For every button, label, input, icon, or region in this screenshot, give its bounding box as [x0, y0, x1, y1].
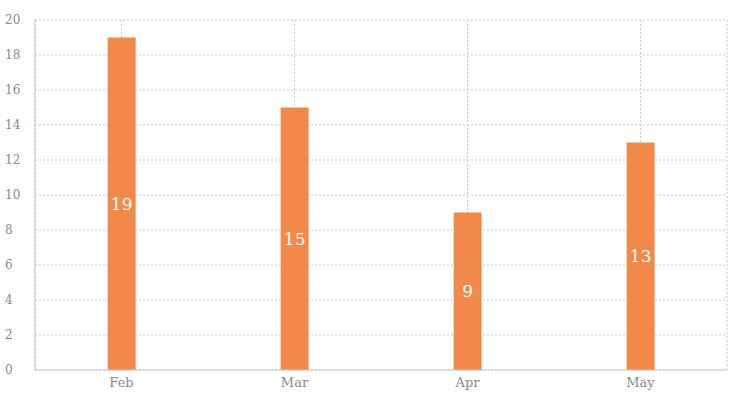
svg-text:10: 10 [8, 188, 20, 202]
svg-text:13: 13 [630, 246, 652, 266]
svg-text:May: May [626, 375, 655, 390]
svg-text:Mar: Mar [281, 375, 309, 390]
svg-text:16: 16 [8, 83, 20, 97]
svg-text:Apr: Apr [455, 375, 481, 390]
svg-text:0: 0 [8, 363, 13, 377]
svg-text:2: 2 [8, 328, 13, 342]
svg-text:15: 15 [284, 229, 306, 249]
svg-text:20: 20 [8, 13, 20, 27]
svg-text:4: 4 [8, 293, 13, 307]
svg-text:14: 14 [8, 118, 21, 132]
svg-text:8: 8 [8, 223, 13, 237]
svg-text:12: 12 [8, 153, 20, 167]
svg-text:6: 6 [8, 258, 13, 272]
svg-text:18: 18 [8, 48, 20, 62]
svg-text:Feb: Feb [109, 375, 133, 390]
svg-text:19: 19 [111, 194, 133, 214]
svg-text:9: 9 [462, 281, 473, 301]
